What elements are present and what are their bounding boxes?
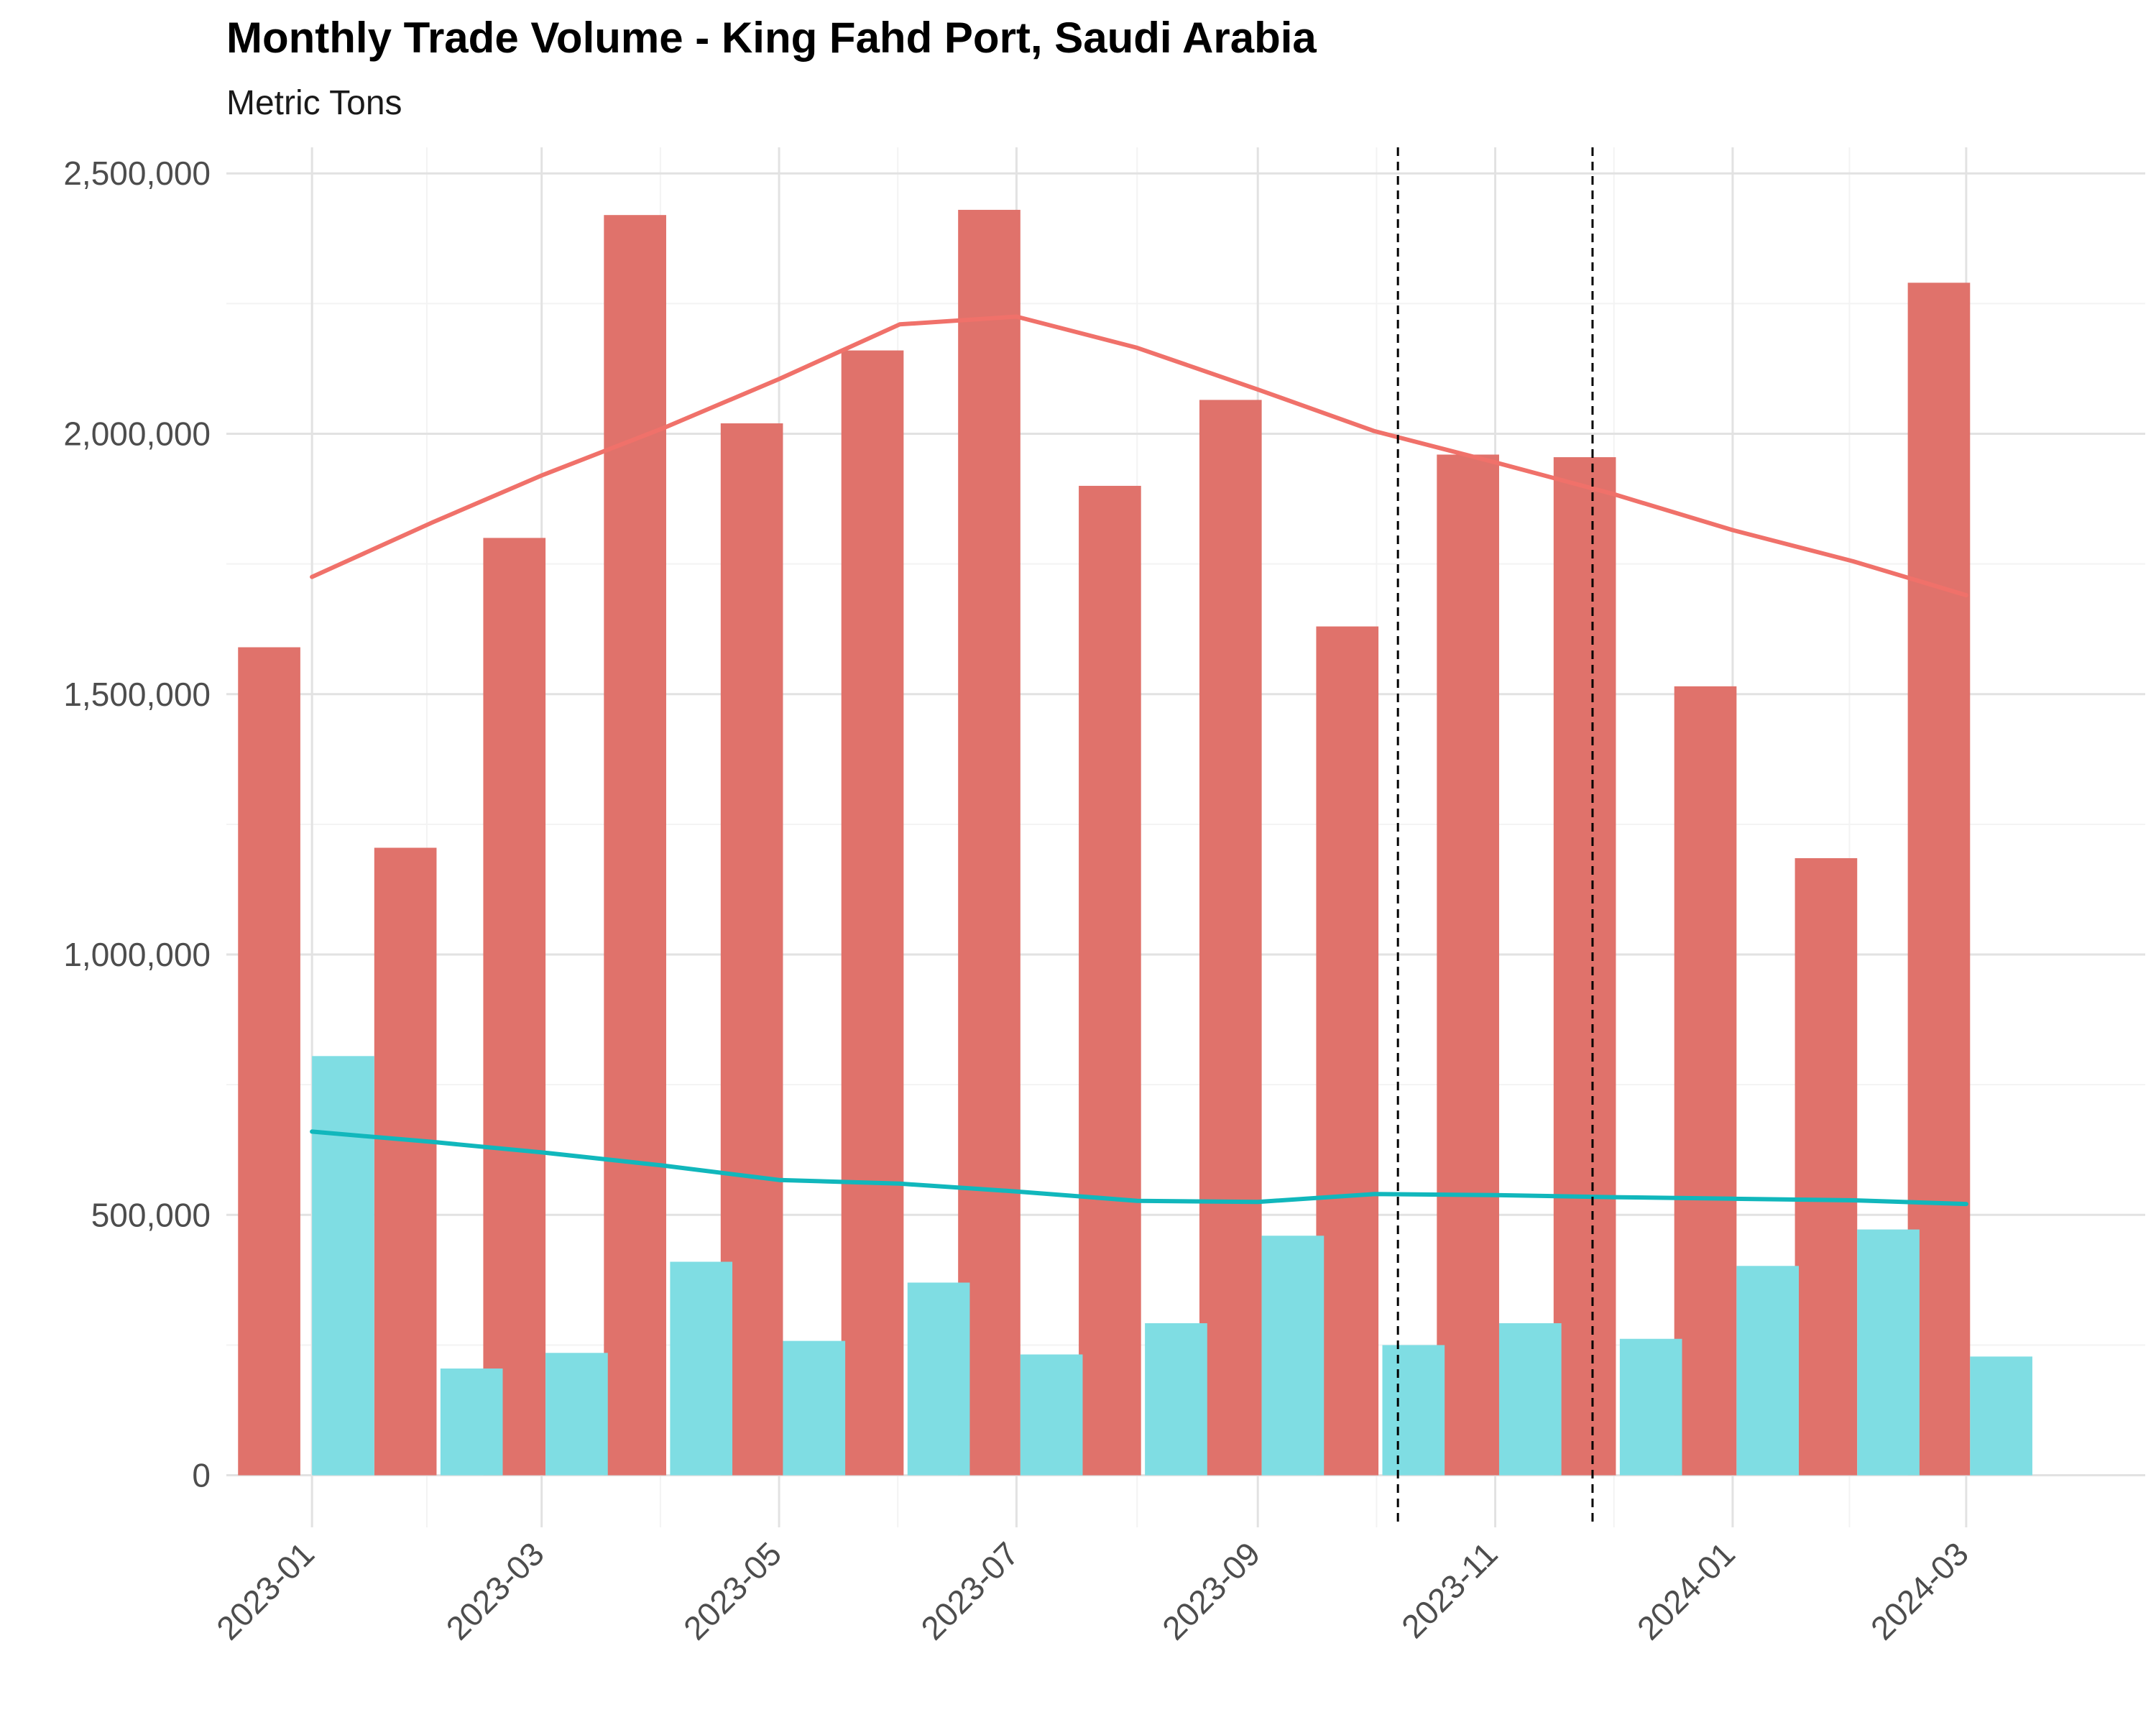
bar-series-2 [783, 1340, 846, 1476]
bar-series-1 [958, 209, 1021, 1476]
bar-series-2 [545, 1353, 608, 1476]
x-tick-label: 2023-05 [676, 1535, 788, 1647]
bar-series-1 [1079, 485, 1141, 1476]
x-tick-label: 2023-01 [209, 1535, 321, 1647]
bar-series-1 [374, 847, 437, 1476]
y-tick-label: 0 [192, 1457, 211, 1494]
y-tick-label: 2,000,000 [63, 415, 211, 452]
y-tick-label: 500,000 [91, 1196, 211, 1233]
trend-line-series-1 [310, 314, 1968, 598]
x-tick-label: 2023-07 [913, 1535, 1026, 1647]
bar-series-2 [1857, 1229, 1920, 1476]
chart-subtitle: Metric Tons [226, 84, 402, 122]
bar-series-1 [604, 215, 666, 1476]
x-tick-label: 2023-09 [1155, 1535, 1267, 1647]
trend-line-layer [310, 314, 1968, 1207]
event-line-layer [1396, 147, 1594, 1527]
bar-series-1 [1674, 686, 1737, 1476]
bar-series-1 [1553, 457, 1616, 1476]
x-tick-label: 2023-11 [1394, 1535, 1505, 1645]
x-tick-label: 2024-03 [1864, 1535, 1976, 1647]
bar-series-2 [1498, 1322, 1562, 1476]
y-tick-label: 1,500,000 [63, 676, 211, 713]
bar-series-1 [1316, 626, 1379, 1476]
chart-title: Monthly Trade Volume - King Fahd Port, S… [226, 14, 1317, 62]
bar-series-2 [670, 1261, 733, 1476]
bar-series-2 [1145, 1322, 1207, 1476]
y-tick-label: 1,000,000 [63, 936, 211, 973]
bar-series-1 [483, 538, 546, 1476]
bar-series-2 [1970, 1356, 2032, 1476]
bar-series-2 [440, 1368, 503, 1476]
x-tick-label: 2024-01 [1630, 1535, 1742, 1647]
bar-series-1 [238, 647, 300, 1476]
bar-series-2 [1736, 1266, 1799, 1476]
bar-series-2 [1020, 1354, 1083, 1476]
bar-series-1 [1795, 857, 1858, 1476]
bar-series-2 [1619, 1338, 1682, 1476]
trend-line-series-2 [310, 1129, 1968, 1207]
y-tick-label: 2,500,000 [63, 155, 211, 192]
bar-series-2 [1382, 1345, 1445, 1476]
bar-series-1 [1437, 454, 1499, 1476]
bar-series-1 [841, 350, 904, 1476]
bar-series-2 [907, 1282, 970, 1476]
bar-series-2 [312, 1056, 374, 1476]
bar-series-1 [1199, 400, 1262, 1476]
x-tick-label: 2023-03 [439, 1535, 551, 1647]
bar-series-2 [1261, 1236, 1325, 1476]
bar-layer [238, 209, 2032, 1476]
